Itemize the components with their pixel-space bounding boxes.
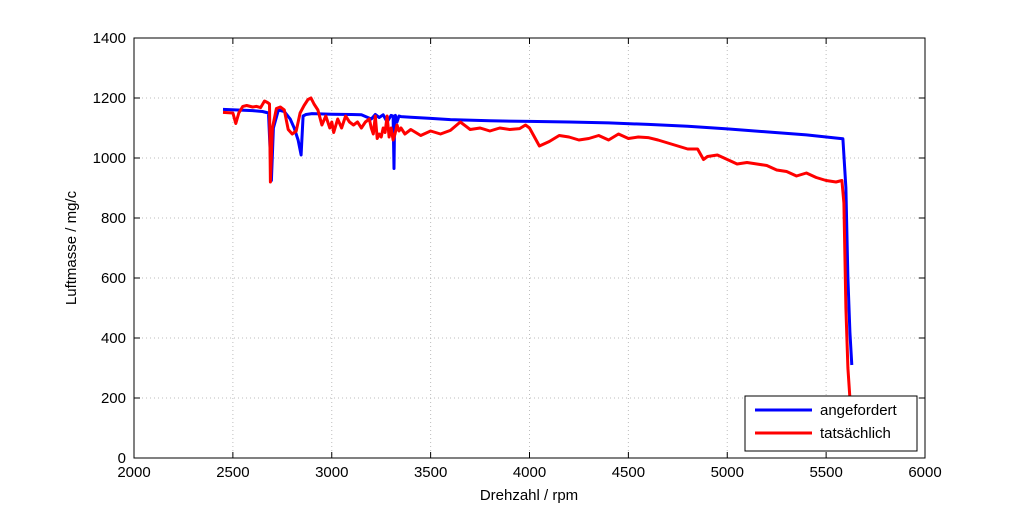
x-tick-label: 3000 [315,464,348,481]
legend-label-tatsaechlich: tatsächlich [820,425,891,442]
x-tick-label: 5500 [809,464,842,481]
y-tick-label: 400 [101,330,126,347]
x-tick-label: 3500 [414,464,447,481]
legend: angefordert tatsächlich [744,395,918,452]
x-tick-label: 4000 [513,464,546,481]
x-tick-label: 6000 [908,464,941,481]
tick-labels: 2000 2500 3000 3500 4000 4500 5000 5500 6000 0 200… [93,30,942,481]
y-tick-label: 1000 [93,150,126,167]
y-axis-label: Luftmasse / mg/c [63,190,80,305]
y-tick-label: 800 [101,210,126,227]
y-tick-label: 1200 [93,90,126,107]
x-tick-label: 5000 [711,464,744,481]
x-axis-label: Drehzahl / rpm [480,487,578,504]
axis-ticks [133,37,926,459]
series-layer [222,96,854,399]
y-tick-label: 600 [101,270,126,287]
legend-box [744,395,918,452]
y-tick-label: 200 [101,390,126,407]
y-tick-label: 1400 [93,30,126,47]
series-line-tatsaechlich [222,96,852,399]
x-tick-label: 2500 [216,464,249,481]
series-line-angefordert [222,107,854,366]
legend-label-angefordert: angefordert [820,402,898,419]
y-tick-label: 0 [118,450,126,467]
x-tick-label: 4500 [612,464,645,481]
x-tick-label: 2000 [117,464,150,481]
